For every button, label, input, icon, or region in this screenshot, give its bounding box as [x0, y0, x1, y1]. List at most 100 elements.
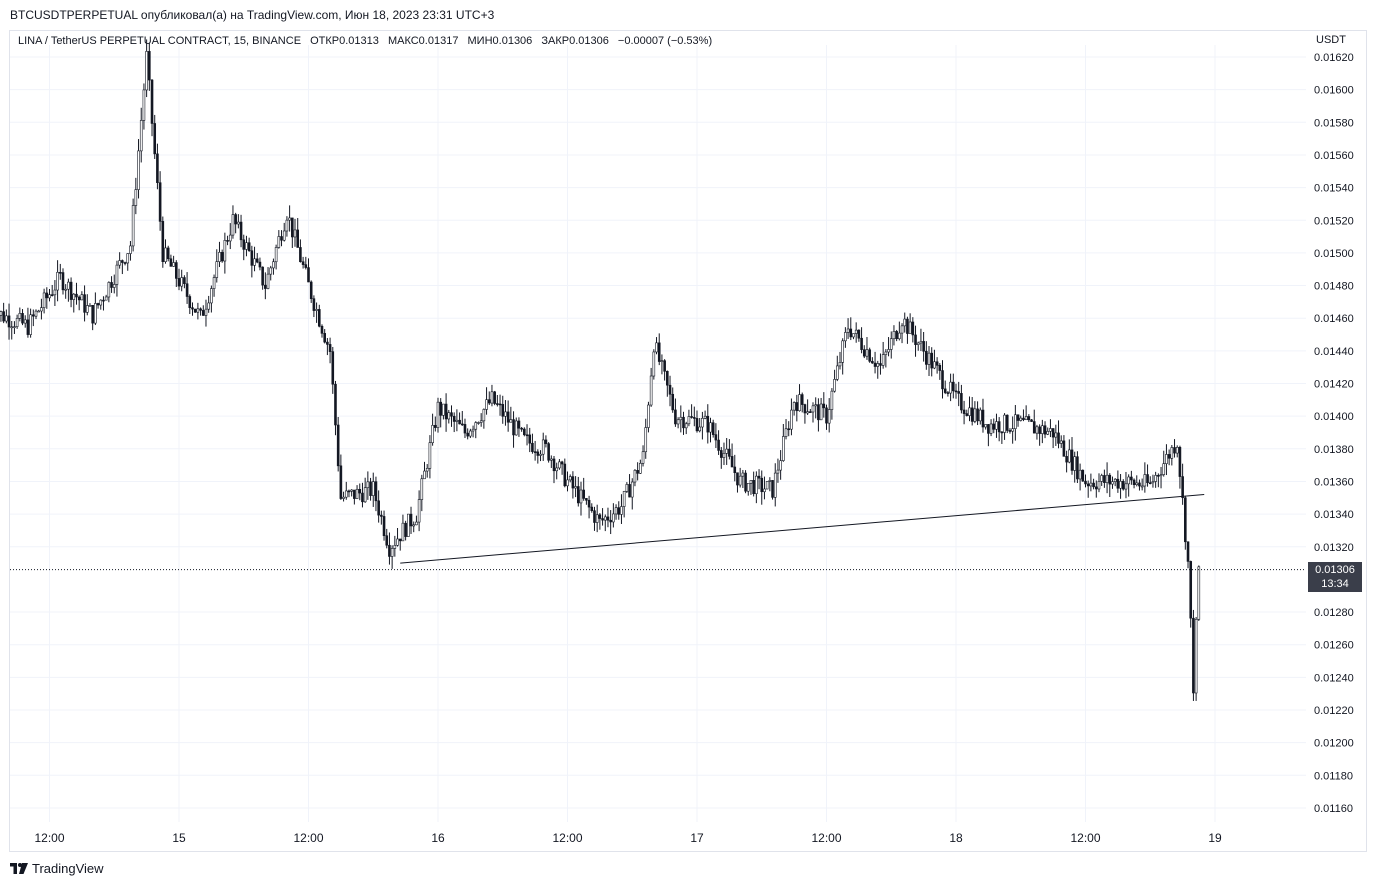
- candle-body: [703, 415, 707, 419]
- candle-body: [80, 294, 84, 301]
- candle-body: [965, 413, 969, 416]
- candle-body: [547, 443, 550, 461]
- time-axis: 12:00 15 12:00 16 12:00 17 12:00 18 12:00 19: [34, 831, 1222, 845]
- candle-body: [112, 284, 116, 288]
- candle-body: [938, 365, 942, 371]
- candle-body: [304, 264, 308, 268]
- candle-body: [617, 507, 621, 515]
- candle-body: [72, 293, 76, 300]
- candle-body: [245, 242, 248, 250]
- candle-body: [652, 351, 656, 377]
- candle-body: [790, 409, 793, 430]
- candle-body: [1016, 414, 1020, 421]
- candle-body: [425, 467, 429, 472]
- candle-body: [1068, 449, 1071, 463]
- candle-body: [806, 411, 809, 414]
- candle-body: [53, 289, 57, 296]
- candle-body: [69, 281, 73, 300]
- candle-body: [285, 219, 289, 232]
- candle-body: [185, 283, 189, 297]
- candle-body: [585, 498, 588, 501]
- candle-body: [264, 284, 267, 289]
- candle-body: [417, 499, 421, 523]
- candle-body: [218, 252, 221, 262]
- candle-body: [460, 423, 464, 426]
- candle-body: [1070, 449, 1074, 471]
- candle-body: [1135, 482, 1139, 485]
- candle-body: [258, 261, 262, 268]
- candle-body: [736, 472, 739, 486]
- candle-body: [161, 221, 165, 262]
- price-tick-label: 0.01220: [1314, 705, 1354, 717]
- candle-body: [857, 329, 861, 339]
- candle-body: [830, 390, 834, 410]
- candle-body: [744, 472, 747, 492]
- candle-body: [800, 394, 804, 405]
- candle-body: [952, 381, 955, 392]
- candle-body: [895, 331, 898, 340]
- candle-body: [620, 506, 623, 515]
- candle-body: [943, 388, 947, 393]
- candle-body: [299, 247, 302, 263]
- candle-body: [630, 481, 634, 498]
- candle-body: [1035, 426, 1039, 434]
- candle-body: [88, 305, 92, 307]
- candle-body: [439, 401, 442, 416]
- candle-body: [1173, 447, 1176, 454]
- candle-body: [32, 314, 35, 317]
- candle-body: [730, 456, 734, 468]
- candle-body: [1022, 417, 1025, 421]
- candle-body: [752, 480, 755, 495]
- candle-body: [984, 424, 987, 428]
- candle-body: [261, 266, 264, 286]
- candle-body: [509, 419, 513, 423]
- candle-body: [647, 404, 650, 428]
- price-tick-label: 0.01580: [1314, 117, 1354, 129]
- candle-body: [501, 404, 505, 417]
- candle-body: [180, 277, 183, 287]
- candle-body: [1194, 618, 1198, 694]
- chart-frame[interactable]: [9, 30, 1367, 852]
- candle-body: [463, 424, 467, 434]
- candle-body: [981, 409, 985, 428]
- candle-body: [865, 349, 869, 357]
- candle-body: [207, 302, 210, 310]
- candle-body: [782, 436, 785, 461]
- candle-body: [91, 305, 94, 324]
- candle-body: [603, 516, 607, 521]
- candle-body: [1008, 430, 1012, 432]
- candle-body: [164, 247, 167, 262]
- candle-body: [698, 426, 701, 432]
- candle-body: [175, 262, 178, 279]
- candle-body: [204, 308, 208, 316]
- candle-body: [887, 349, 890, 353]
- candle-body: [539, 453, 542, 456]
- candle-body: [1059, 440, 1063, 444]
- price-tick-label: 0.01240: [1314, 672, 1354, 684]
- candle-body: [1165, 454, 1168, 464]
- candle-body: [274, 247, 278, 263]
- publisher-line: BTCUSDTPERPETUAL опубликовал(а) на Tradi…: [10, 8, 495, 22]
- candle-body: [1159, 474, 1163, 477]
- price-tick-label: 0.01560: [1314, 150, 1354, 162]
- candle-body: [37, 310, 41, 313]
- candle-body: [228, 234, 232, 242]
- candle-body: [183, 277, 186, 285]
- legend-close: ЗАКР0.01306: [541, 35, 609, 47]
- candle-body: [749, 480, 753, 484]
- candle-body: [102, 299, 105, 302]
- legend-symbol: LINA / TetherUS PERPETUAL CONTRACT, 15, …: [18, 35, 302, 47]
- tradingview-brand[interactable]: TradingView: [10, 861, 104, 876]
- candle-body: [1003, 414, 1006, 433]
- price-tick-label: 0.01400: [1314, 411, 1354, 423]
- candle-body: [339, 465, 343, 499]
- price-tick-label: 0.01260: [1314, 640, 1354, 652]
- candle-body: [172, 262, 175, 267]
- price-tick-label: 0.01320: [1314, 542, 1354, 554]
- candle-body: [328, 344, 332, 352]
- legend-low: МИН0.01306: [467, 35, 533, 47]
- candle-body: [99, 299, 103, 306]
- candle-body: [922, 341, 925, 352]
- candle-body: [401, 522, 405, 542]
